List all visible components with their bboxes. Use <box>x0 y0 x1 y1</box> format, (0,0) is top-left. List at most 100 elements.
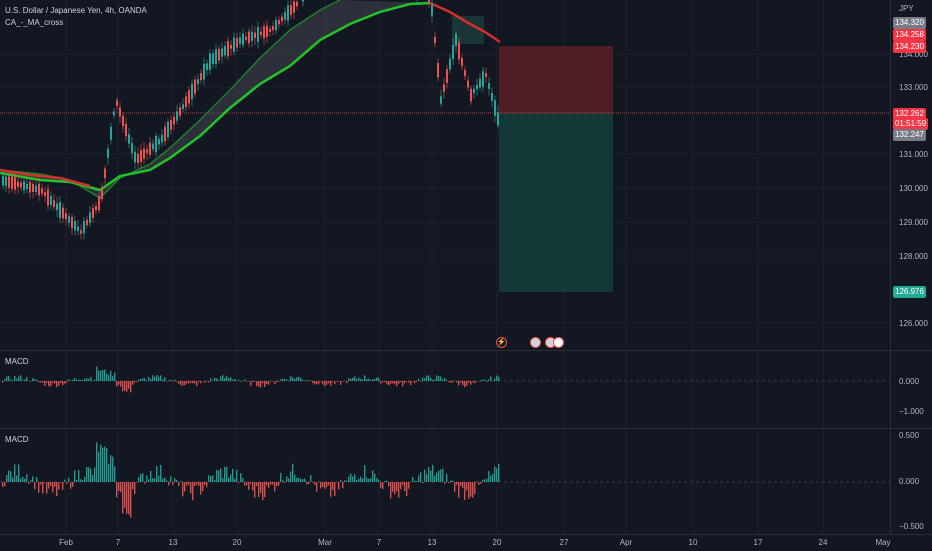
price-tag-ma-slow: 134.258 <box>893 29 926 41</box>
macd1-bar <box>68 379 70 381</box>
macd1-bar <box>490 376 492 381</box>
macd1-bar <box>322 381 324 385</box>
macd1-bar <box>364 375 366 381</box>
price-axis[interactable]: JPY 134.000 133.000 131.000 130.000 129.… <box>890 0 932 534</box>
macd1-bar <box>374 379 376 381</box>
macd1-bar <box>60 381 62 384</box>
macd1-bar <box>404 381 406 384</box>
macd2-bar <box>152 478 154 482</box>
macd2-bar <box>36 477 38 482</box>
candle-body <box>80 230 82 234</box>
macd2-bar <box>290 471 292 482</box>
macd1-bar <box>218 380 220 381</box>
macd2-bar <box>38 482 40 493</box>
macd1-bar <box>366 379 368 381</box>
macd2-bar <box>142 473 144 482</box>
ma-ribbon-fill <box>0 0 430 198</box>
pane-separator[interactable] <box>0 350 932 351</box>
macd1-bar <box>146 380 148 382</box>
macd1-bar <box>286 379 288 381</box>
macd2-bar <box>112 456 114 482</box>
macd2-bar <box>306 482 308 485</box>
candle-body <box>161 134 163 143</box>
macd1-bar <box>108 374 110 381</box>
macd1-bar <box>204 381 206 383</box>
macd2-bar <box>294 474 296 482</box>
indicator-label[interactable]: CA_-_MA_cross <box>5 18 64 27</box>
macd2-bar <box>116 482 118 498</box>
macd2-bar <box>384 481 386 482</box>
macd1-bar <box>14 376 16 381</box>
macd2-bar <box>434 475 436 482</box>
symbol-title[interactable]: U.S. Dollar / Japanese Yen, 4h, OANDA <box>5 6 147 15</box>
macd2-bar <box>302 479 304 482</box>
macd1-bar <box>276 381 278 383</box>
macd1-bar <box>308 381 310 382</box>
macd1-bar <box>124 381 126 391</box>
macd1-bar <box>110 370 112 381</box>
macd1-bar <box>62 381 64 386</box>
macd2-bar <box>100 444 102 482</box>
macd1-bar <box>58 381 60 386</box>
candle-body <box>137 153 139 163</box>
candle-body <box>449 58 451 70</box>
macd2-bar <box>18 464 20 482</box>
macd-label-1[interactable]: MACD <box>5 357 29 366</box>
candle-body <box>203 63 205 80</box>
macd1-bar <box>228 377 230 381</box>
macd1-bar <box>168 380 170 381</box>
macd-label-2[interactable]: MACD <box>5 435 29 444</box>
macd2-bar <box>252 482 254 491</box>
price-tick: 134.000 <box>899 50 928 59</box>
macd1-bar <box>456 381 458 383</box>
macd1-bar <box>258 381 260 387</box>
time-tick: Mar <box>318 538 332 547</box>
macd2-bar <box>408 482 410 489</box>
macd2-bar <box>476 481 478 482</box>
macd2-bar <box>258 482 260 497</box>
candle-body <box>263 26 265 39</box>
macd1-bar <box>200 381 202 384</box>
macd2-bar <box>78 470 80 482</box>
candle-body <box>5 176 7 186</box>
macd1-bar <box>406 381 408 382</box>
macd1-bar <box>126 381 128 392</box>
macd2-bar <box>418 475 420 482</box>
candle-body <box>56 203 58 211</box>
time-tick: 7 <box>376 538 382 547</box>
flag-us-icon[interactable] <box>530 337 541 348</box>
macd1-bar <box>176 381 178 382</box>
candle-body <box>92 207 94 218</box>
price-tick: 133.000 <box>899 83 928 92</box>
flag-jp-icon[interactable] <box>553 337 564 348</box>
pane-separator[interactable] <box>0 428 932 429</box>
candle-body <box>23 181 25 191</box>
macd1-bar <box>132 381 134 385</box>
macd2-bar <box>268 482 270 488</box>
macd1-bar <box>118 381 120 385</box>
macd2-bar <box>458 482 460 498</box>
macd1-bar <box>50 381 52 387</box>
candle-body <box>482 71 484 87</box>
macd2-bar <box>402 482 404 485</box>
macd2-bar <box>144 482 146 484</box>
lightning-icon[interactable]: ⚡ <box>496 337 507 348</box>
macd2-bar <box>348 476 350 482</box>
macd2-bar <box>150 470 152 482</box>
candle-body <box>461 57 463 67</box>
macd2-bar <box>286 476 288 482</box>
candle-body <box>440 96 442 104</box>
macd2-bar <box>32 476 34 482</box>
candle-body <box>245 36 247 40</box>
candle-body <box>239 37 241 44</box>
macd2-bar <box>98 451 100 482</box>
candle-body <box>32 184 34 192</box>
macd1-bar <box>164 377 166 381</box>
candle-body <box>2 175 4 186</box>
candle-body <box>254 32 256 39</box>
macd2-bar <box>394 482 396 495</box>
time-axis[interactable]: Feb 7 13 20 Mar 7 13 20 27 Apr 10 17 24 … <box>0 534 932 551</box>
candle-body <box>269 28 271 32</box>
macd2-bar <box>424 469 426 482</box>
